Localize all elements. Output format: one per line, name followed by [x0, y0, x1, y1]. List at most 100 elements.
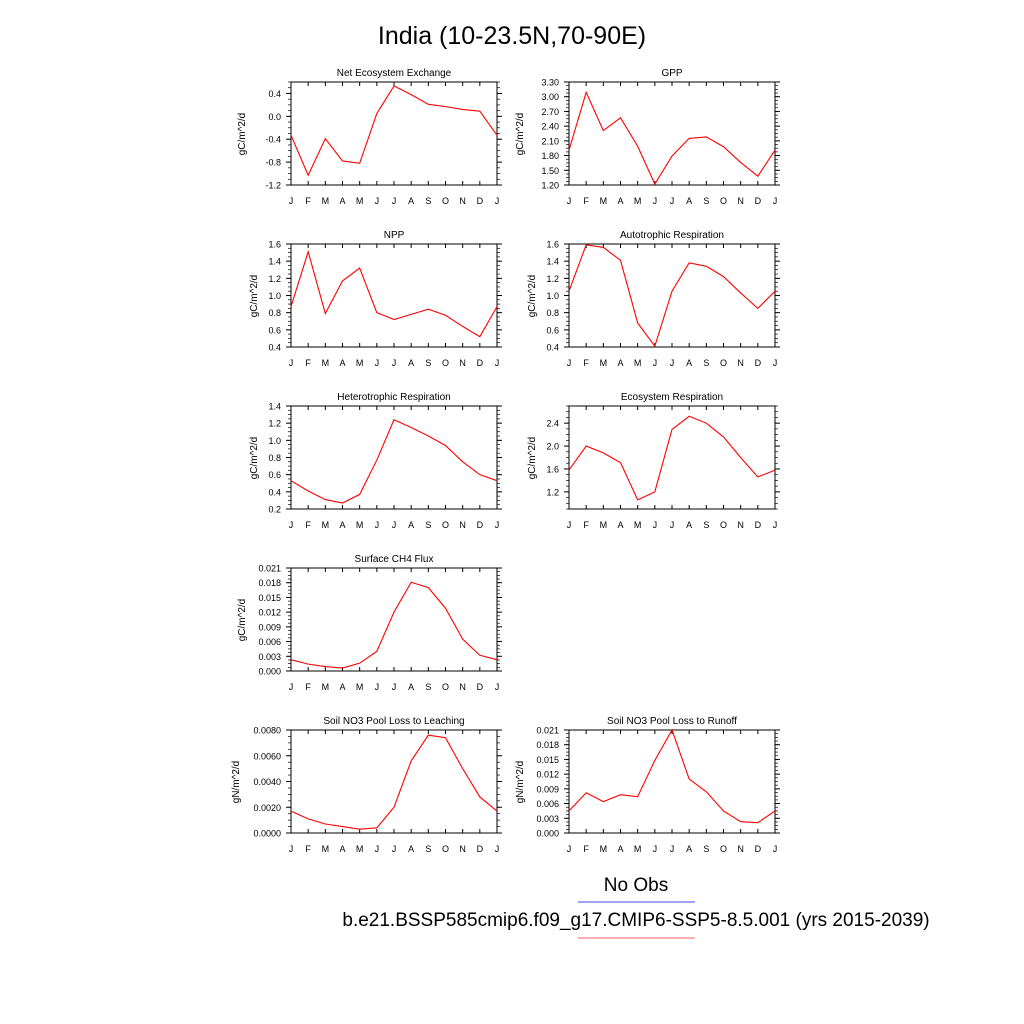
x-tick-label: M — [356, 358, 364, 368]
x-tick-label: D — [477, 844, 484, 854]
x-tick-label: O — [442, 520, 449, 530]
x-tick-label: F — [583, 520, 589, 530]
x-tick-label: M — [600, 844, 608, 854]
series-line — [290, 581, 498, 669]
y-tick-label: 0.018 — [536, 740, 559, 750]
series-line — [568, 244, 776, 348]
legend-model-label: b.e21.BSSP585cmip6.f09_g17.CMIP6-SSP5-8.… — [342, 910, 929, 931]
y-tick-label: 0.4 — [268, 89, 281, 99]
x-tick-label: A — [339, 682, 345, 692]
y-tick-label: 1.2 — [546, 274, 559, 284]
legend: No Obs b.e21.BSSP585cmip6.f09_g17.CMIP6-… — [342, 875, 930, 939]
x-tick-label: S — [425, 682, 431, 692]
y-tick-label: 2.70 — [541, 107, 559, 117]
x-tick-label: J — [773, 520, 778, 530]
x-tick-label: S — [425, 520, 431, 530]
panel-title: Net Ecosystem Exchange — [337, 68, 452, 79]
y-tick-label: 1.0 — [268, 291, 281, 301]
y-tick-label: 0.006 — [536, 799, 559, 809]
x-tick-label: J — [392, 682, 397, 692]
y-tick-label: 1.80 — [541, 151, 559, 161]
figure-title: India (10-23.5N,70-90E) — [378, 22, 646, 50]
y-tick-label: 0.012 — [258, 608, 281, 618]
legend-obs-label: No Obs — [604, 875, 668, 896]
x-tick-label: J — [773, 358, 778, 368]
x-tick-label: A — [686, 196, 692, 206]
x-tick-label: J — [567, 844, 572, 854]
y-axis-label: gN/m^2/d — [515, 761, 526, 804]
x-tick-label: F — [305, 844, 311, 854]
x-tick-label: A — [339, 844, 345, 854]
y-axis-label: gC/m^2/d — [237, 113, 248, 156]
x-tick-label: J — [670, 196, 675, 206]
x-tick-label: N — [459, 682, 466, 692]
x-tick-label: J — [375, 844, 380, 854]
y-tick-label: 0.8 — [268, 453, 281, 463]
x-tick-label: J — [773, 844, 778, 854]
x-tick-label: J — [653, 520, 658, 530]
x-tick-label: M — [322, 844, 330, 854]
x-tick-label: F — [305, 358, 311, 368]
panel-npp: NPP gC/m^2/d J F M A M J J A S O N D J0.40.60.81.01.… — [249, 230, 502, 368]
x-tick-label: O — [720, 196, 727, 206]
series-line — [290, 85, 498, 177]
x-tick-label: M — [356, 196, 364, 206]
x-tick-label: M — [600, 520, 608, 530]
y-tick-label: -0.4 — [265, 135, 281, 145]
y-tick-label: 0.4 — [268, 487, 281, 497]
x-tick-label: A — [408, 682, 414, 692]
series-line — [290, 249, 498, 338]
y-axis-label: gC/m^2/d — [527, 275, 538, 318]
x-tick-label: S — [703, 844, 709, 854]
x-tick-label: S — [425, 196, 431, 206]
series-line — [290, 418, 498, 504]
x-tick-label: A — [686, 358, 692, 368]
y-tick-label: 2.4 — [546, 419, 559, 429]
y-tick-label: 1.0 — [268, 436, 281, 446]
x-tick-label: J — [392, 520, 397, 530]
x-tick-label: J — [289, 682, 294, 692]
y-axis-label: gC/m^2/d — [515, 113, 526, 156]
x-tick-label: M — [356, 844, 364, 854]
x-tick-label: A — [339, 196, 345, 206]
x-tick-label: J — [653, 844, 658, 854]
x-tick-label: A — [339, 358, 345, 368]
y-axis-label: gC/m^2/d — [249, 437, 260, 480]
x-tick-label: J — [375, 196, 380, 206]
y-tick-label: 0.0 — [268, 112, 281, 122]
series-line — [568, 728, 776, 824]
panel-soil-no3-leaching: Soil NO3 Pool Loss to Leaching gN/m^2/d … — [231, 716, 502, 854]
y-tick-label: 0.0020 — [253, 803, 281, 813]
y-tick-label: 0.009 — [258, 622, 281, 632]
x-tick-label: J — [495, 682, 500, 692]
plot-frame — [290, 405, 498, 510]
x-tick-label: J — [670, 520, 675, 530]
x-tick-label: J — [653, 358, 658, 368]
x-tick-label: N — [737, 844, 744, 854]
y-tick-label: 0.0000 — [253, 829, 281, 839]
x-tick-label: N — [737, 520, 744, 530]
panel-title: Ecosystem Respiration — [621, 392, 723, 403]
panel-title: GPP — [661, 68, 682, 79]
plot-frame — [568, 729, 776, 834]
x-tick-label: O — [442, 358, 449, 368]
x-tick-label: N — [459, 844, 466, 854]
y-tick-label: 1.6 — [546, 240, 559, 250]
x-tick-label: F — [583, 196, 589, 206]
panel-title: Autotrophic Respiration — [620, 230, 724, 241]
x-tick-label: J — [670, 358, 675, 368]
y-tick-label: 0.0080 — [253, 726, 281, 736]
x-tick-label: F — [583, 358, 589, 368]
x-tick-label: S — [703, 196, 709, 206]
y-tick-label: 0.6 — [268, 325, 281, 335]
y-tick-label: 0.009 — [536, 784, 559, 794]
plot-frame — [568, 405, 776, 510]
y-tick-label: 1.0 — [546, 291, 559, 301]
y-tick-label: 0.015 — [536, 755, 559, 765]
x-tick-label: M — [322, 358, 330, 368]
x-tick-label: J — [495, 196, 500, 206]
x-tick-label: A — [408, 520, 414, 530]
x-tick-label: J — [375, 520, 380, 530]
x-tick-label: A — [617, 520, 623, 530]
